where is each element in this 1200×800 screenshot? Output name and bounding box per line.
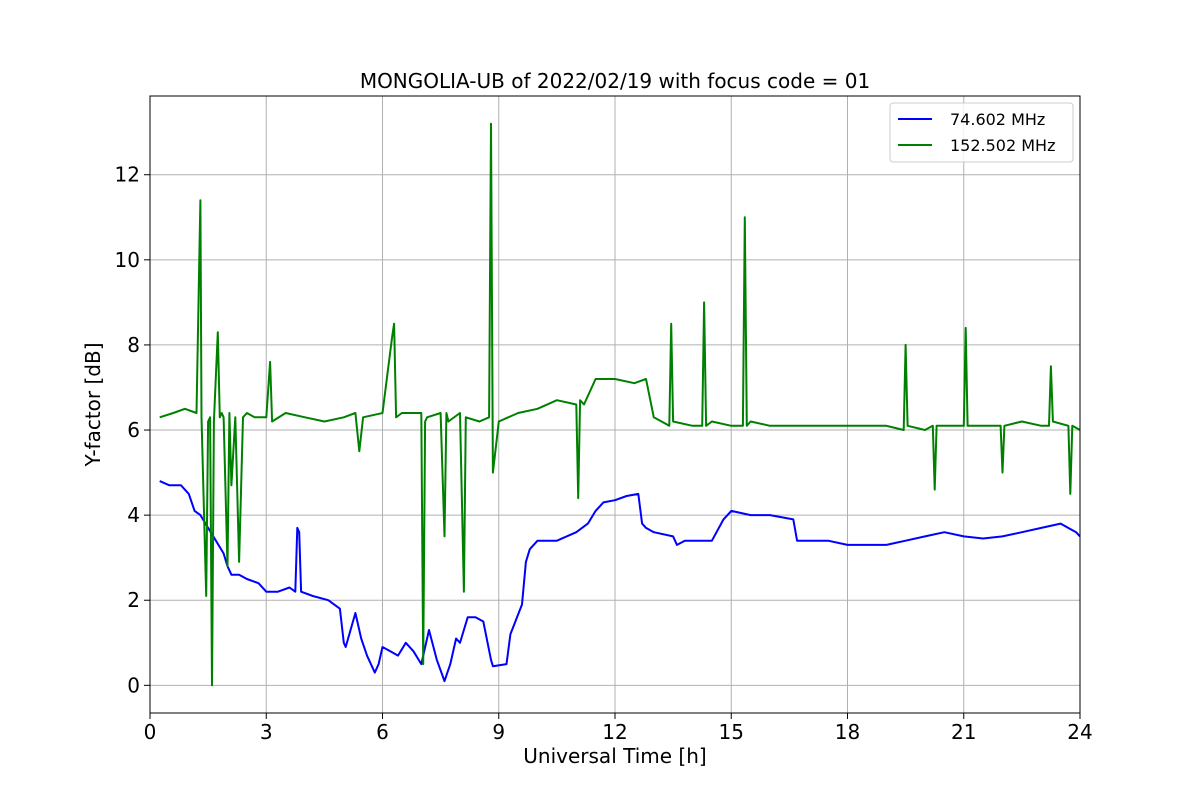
y-tick-label: 0 [127, 673, 140, 697]
legend: 74.602 MHz 152.502 MHz [889, 102, 1074, 163]
x-tick-label: 3 [260, 720, 273, 744]
x-tick-label: 0 [144, 720, 157, 744]
series-line-0 [159, 480, 1081, 683]
x-tick-label: 12 [602, 720, 627, 744]
series-layer [159, 122, 1081, 687]
y-axis-label: Y-factor [dB] [81, 342, 105, 467]
y-tick-label: 4 [127, 503, 140, 527]
legend-box [889, 102, 1074, 163]
legend-label-0: 74.602 MHz [950, 110, 1045, 129]
chart-title: MONGOLIA-UB of 2022/02/19 with focus cod… [360, 69, 870, 93]
x-tick-label: 15 [719, 720, 744, 744]
y-tick-label: 10 [115, 248, 140, 272]
x-tick-label: 6 [376, 720, 389, 744]
y-tick-label: 12 [115, 163, 140, 187]
y-tick-label: 6 [127, 418, 140, 442]
x-tick-label: 24 [1067, 720, 1092, 744]
x-tick-label: 9 [492, 720, 505, 744]
y-tick-label: 8 [127, 333, 140, 357]
x-tick-label: 18 [835, 720, 860, 744]
legend-label-1: 152.502 MHz [950, 136, 1055, 155]
y-tick-label: 2 [127, 588, 140, 612]
x-tick-label: 21 [951, 720, 976, 744]
x-axis-label: Universal Time [h] [523, 744, 706, 768]
series-line-1 [159, 122, 1081, 687]
